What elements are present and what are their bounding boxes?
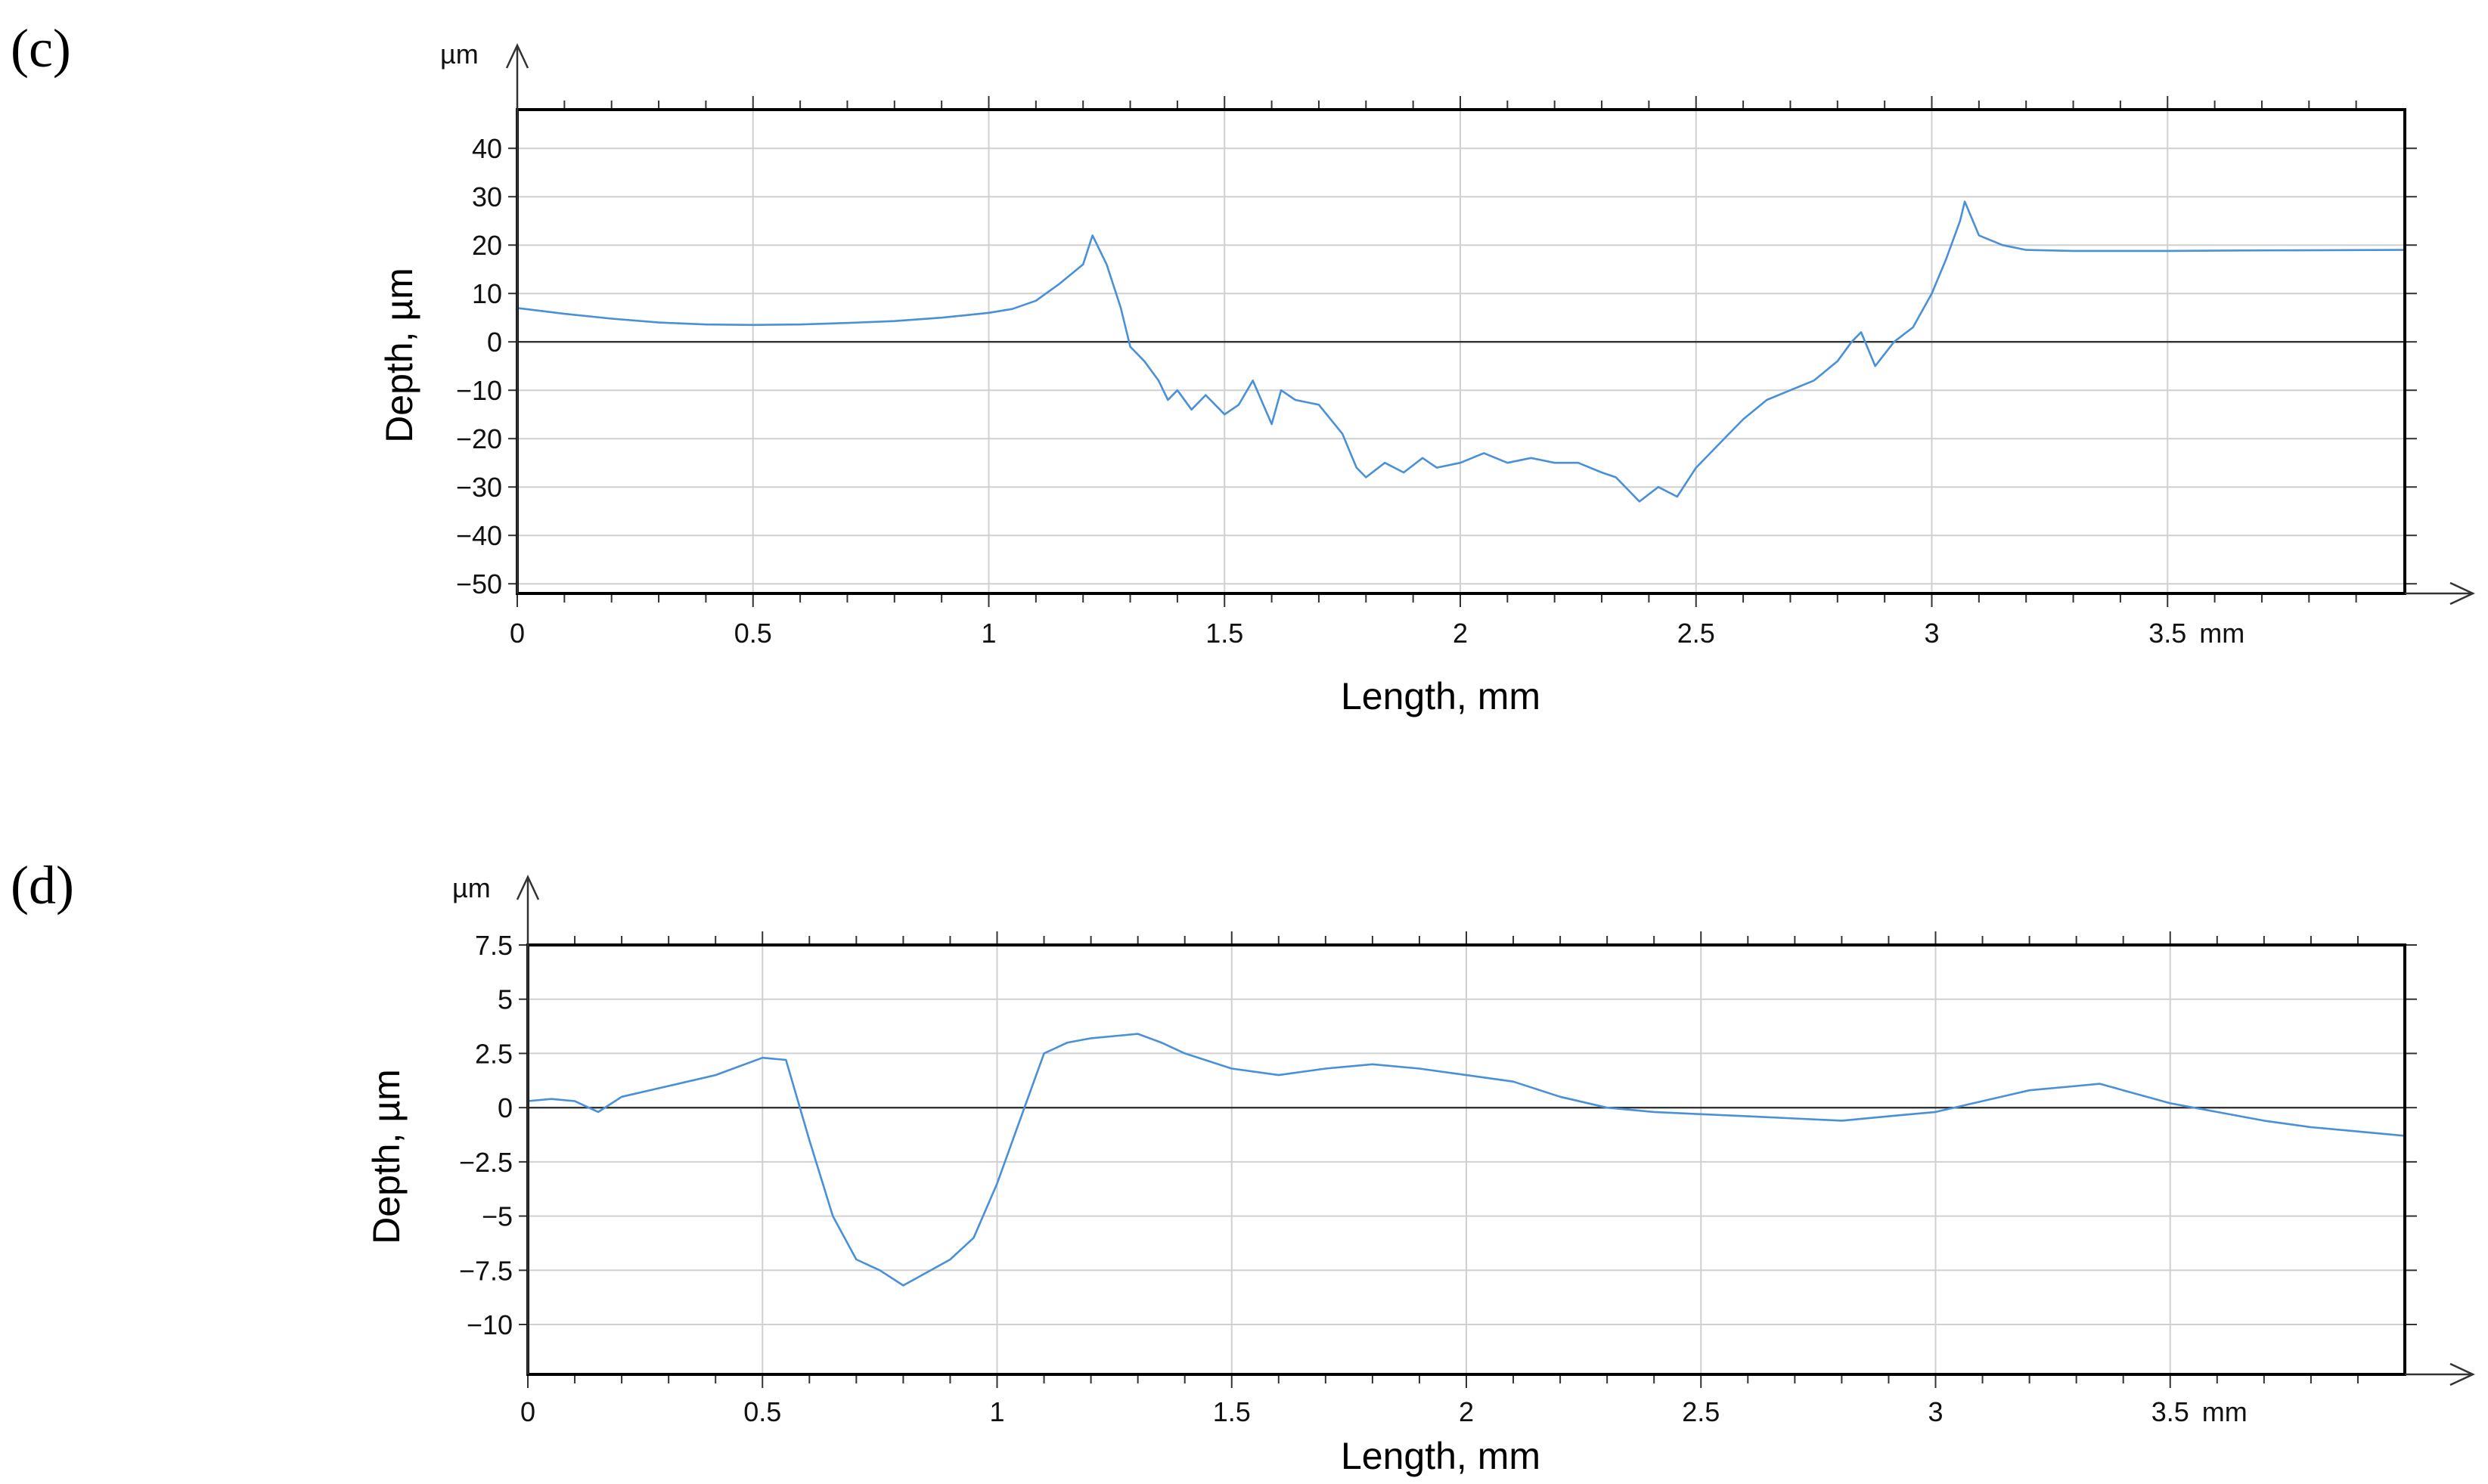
y-unit-label-d: µm — [452, 872, 491, 903]
y-tick-label: −5 — [482, 1201, 513, 1232]
x-tick-label: 2 — [1453, 618, 1468, 649]
y-tick-label: 0 — [487, 327, 502, 358]
x-axis-arrow — [2449, 1362, 2475, 1386]
y-tick-label: 0 — [498, 1092, 513, 1123]
panel-c: (c) µm Depth, µm Length, mm 0 0.5 1 1.5 2 2.5… — [11, 18, 2475, 717]
panel-d: (d) µm Depth, µm Length, mm 0 0.5 1 1.5 2 2.5… — [11, 855, 2475, 1477]
axes-c — [505, 43, 2475, 606]
x-unit-label: mm — [2202, 1396, 2248, 1427]
axes-d — [516, 875, 2475, 1386]
y-axis-title-c: Depth, µm — [378, 268, 420, 443]
series-layer-d — [527, 1033, 2406, 1287]
y-tick-label: −2.5 — [459, 1147, 513, 1178]
panel-label-d: (d) — [11, 855, 74, 915]
x-axis-arrow — [2449, 581, 2475, 606]
profile-line — [517, 200, 2404, 503]
y-unit-label-c: µm — [440, 39, 479, 70]
x-tick-label: 3.5 — [2151, 1396, 2189, 1427]
x-tick-label: 0 — [510, 618, 525, 649]
x-axis-title-d: Length, mm — [1341, 1435, 1540, 1477]
y-tick-label: 2.5 — [475, 1038, 513, 1069]
x-tick-label: 1 — [981, 618, 996, 649]
y-tick-label: 30 — [472, 181, 502, 212]
grid-c — [517, 110, 2405, 593]
y-axis-arrow — [516, 875, 540, 900]
x-tick-label: 2.5 — [1677, 618, 1715, 649]
x-tick-label: 0 — [520, 1396, 535, 1427]
y-tick-label: −10 — [467, 1309, 513, 1340]
ticks-c — [508, 96, 2417, 607]
x-tick-label: 1.5 — [1213, 1396, 1251, 1427]
y-axis-arrow — [505, 43, 529, 69]
y-axis-title-d: Depth, µm — [365, 1069, 408, 1244]
x-tick-label: 0.5 — [743, 1396, 781, 1427]
y-tick-label: −20 — [456, 423, 502, 454]
x-axis-title-c: Length, mm — [1341, 675, 1540, 717]
y-tick-label: 20 — [472, 230, 502, 261]
profile-line — [527, 1033, 2406, 1287]
tick-labels-c: 0 0.5 1 1.5 2 2.5 3 3.5 mm 40 30 20 10 0 −10 −20 −30 −40 −… — [456, 133, 2244, 649]
x-tick-label: 2 — [1459, 1396, 1474, 1427]
y-tick-label: 7.5 — [475, 930, 513, 961]
y-tick-label: 40 — [472, 133, 502, 164]
x-tick-label: 1.5 — [1205, 618, 1243, 649]
x-tick-label: 3 — [1928, 1396, 1943, 1427]
x-tick-label: 2.5 — [1682, 1396, 1720, 1427]
y-tick-label: −10 — [456, 375, 502, 406]
y-tick-label: 10 — [472, 278, 502, 309]
y-tick-label: −50 — [456, 569, 502, 599]
y-tick-label: −7.5 — [459, 1255, 513, 1286]
y-tick-label: −40 — [456, 520, 502, 551]
x-unit-label: mm — [2199, 618, 2244, 649]
x-tick-label: 1 — [989, 1396, 1004, 1427]
x-tick-label: 3 — [1924, 618, 1939, 649]
x-tick-label: 0.5 — [734, 618, 772, 649]
series-layer-c — [517, 200, 2404, 503]
y-tick-label: 5 — [498, 984, 513, 1015]
grid-d — [528, 944, 2405, 1374]
x-tick-label: 3.5 — [2148, 618, 2186, 649]
panel-label-c: (c) — [11, 18, 71, 79]
y-tick-label: −30 — [456, 472, 502, 503]
tick-labels-d: 0 0.5 1 1.5 2 2.5 3 3.5 mm 7.5 5 2.5 0 −2.5 −5 −7.5 −10 — [459, 930, 2248, 1427]
